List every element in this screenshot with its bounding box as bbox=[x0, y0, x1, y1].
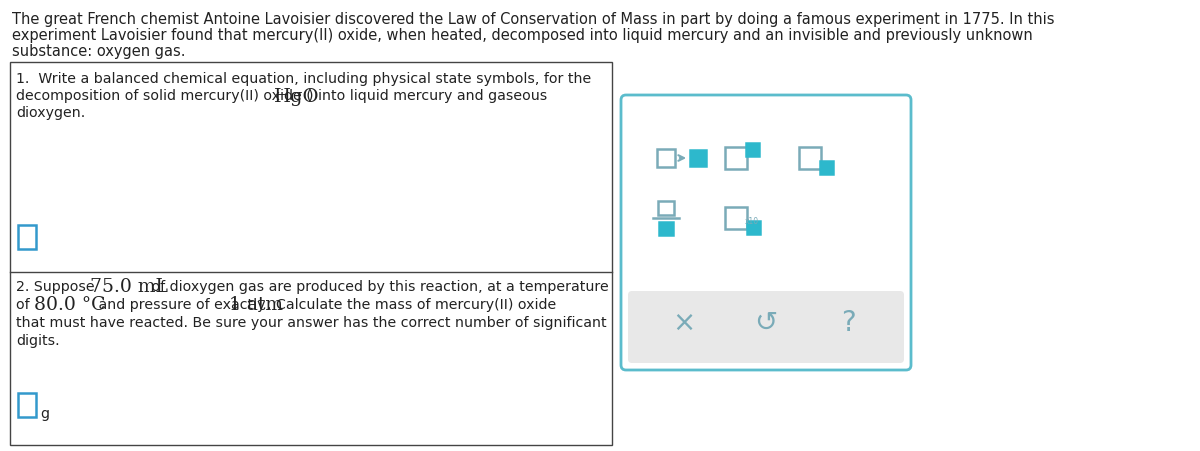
Text: substance: oxygen gas.: substance: oxygen gas. bbox=[12, 44, 186, 59]
Text: The great French chemist Antoine Lavoisier discovered the Law of Conservation of: The great French chemist Antoine Lavoisi… bbox=[12, 12, 1055, 27]
Text: digits.: digits. bbox=[16, 334, 60, 348]
FancyBboxPatch shape bbox=[622, 95, 911, 370]
Bar bbox=[659, 221, 673, 235]
Text: decomposition of solid mercury(II) oxide (: decomposition of solid mercury(II) oxide… bbox=[16, 89, 312, 103]
Bar bbox=[746, 221, 760, 234]
Bar bbox=[745, 143, 758, 156]
Text: ) into liquid mercury and gaseous: ) into liquid mercury and gaseous bbox=[308, 89, 547, 103]
Bar bbox=[18, 225, 36, 249]
Text: dioxygen.: dioxygen. bbox=[16, 106, 85, 120]
Bar bbox=[18, 393, 36, 417]
Text: 1.  Write a balanced chemical equation, including physical state symbols, for th: 1. Write a balanced chemical equation, i… bbox=[16, 72, 592, 86]
Bar bbox=[820, 161, 833, 174]
Text: . Calculate the mass of mercury(II) oxide: . Calculate the mass of mercury(II) oxid… bbox=[266, 298, 557, 312]
Bar bbox=[690, 150, 706, 166]
Text: that must have reacted. Be sure your answer has the correct number of significan: that must have reacted. Be sure your ans… bbox=[16, 316, 607, 330]
Bar bbox=[725, 147, 746, 169]
Bar bbox=[658, 149, 674, 167]
Text: 80.0 °C: 80.0 °C bbox=[34, 296, 106, 314]
Text: g: g bbox=[40, 407, 49, 421]
Text: of: of bbox=[16, 298, 34, 312]
Text: x10: x10 bbox=[745, 216, 760, 226]
Bar bbox=[725, 207, 746, 229]
Text: ↺: ↺ bbox=[755, 309, 778, 337]
Text: of dioxygen gas are produced by this reaction, at a temperature: of dioxygen gas are produced by this rea… bbox=[148, 280, 608, 294]
Text: 1 atm: 1 atm bbox=[229, 296, 283, 314]
FancyBboxPatch shape bbox=[628, 291, 904, 363]
Text: ?: ? bbox=[841, 309, 856, 337]
Text: 2. Suppose: 2. Suppose bbox=[16, 280, 100, 294]
Bar bbox=[658, 201, 674, 215]
Bar bbox=[10, 62, 612, 445]
Bar bbox=[799, 147, 821, 169]
Text: experiment Lavoisier found that mercury(II) oxide, when heated, decomposed into : experiment Lavoisier found that mercury(… bbox=[12, 28, 1033, 43]
Text: and pressure of exactly: and pressure of exactly bbox=[94, 298, 270, 312]
Text: HgO: HgO bbox=[274, 88, 319, 106]
Text: 75.0 mL: 75.0 mL bbox=[90, 278, 168, 296]
Text: ×: × bbox=[672, 309, 696, 337]
